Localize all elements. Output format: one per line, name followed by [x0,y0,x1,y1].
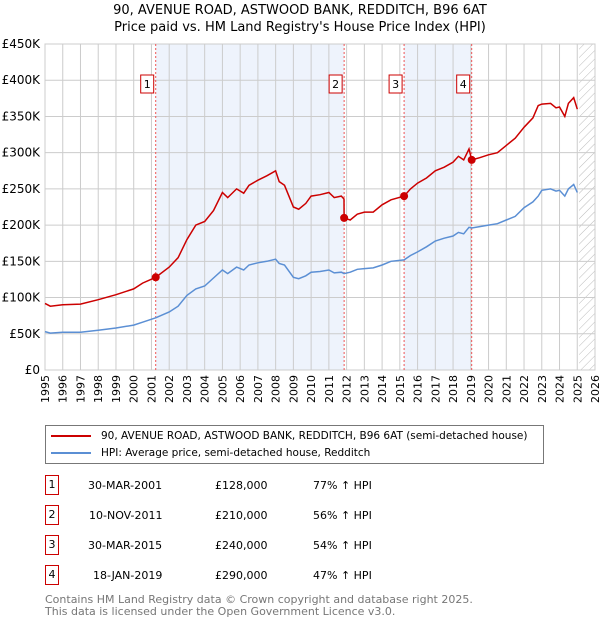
y-tick-label: £0 [25,363,40,377]
footer-copyright: Contains HM Land Registry data © Crown c… [45,593,473,606]
x-tick-label: 2018 [447,375,460,403]
x-tick-label: 2017 [429,375,442,403]
sale-marker: 3 [45,535,59,555]
x-tick-label: 2006 [234,375,247,403]
x-tick-label: 2022 [518,375,531,403]
legend-label-hpi: HPI: Average price, semi-detached house,… [101,447,371,459]
x-tick-label: 2026 [589,375,600,403]
footer: Contains HM Land Registry data © Crown c… [45,594,473,618]
sale-label: 1 [144,78,151,91]
y-tick-label: £400K [2,73,42,87]
sale-hpi: 77% ↑ HPI [313,479,372,492]
x-tick-label: 2002 [163,375,176,403]
x-tick-label: 2011 [323,375,336,403]
sale-marker: 2 [45,505,59,525]
x-tick-label: 2010 [305,375,318,403]
legend-item-price: 90, AVENUE ROAD, ASTWOOD BANK, REDDITCH,… [51,428,527,444]
y-tick-label: £100K [2,291,42,305]
sale-label-box [140,74,155,94]
x-tick-label: 2005 [216,375,229,403]
sale-point [340,213,349,222]
x-tick-label: 1995 [39,375,52,403]
x-tick-label: 2003 [181,375,194,403]
shaded-period [404,44,472,370]
y-tick-label: £250K [2,182,42,196]
sale-row: 1 30-MAR-2001 £128,000 77% ↑ HPI [45,475,545,495]
sale-date: 30-MAR-2001 [88,479,163,492]
plot-border [44,43,596,371]
y-tick-label: £150K [2,254,42,268]
x-tick-label: 2021 [500,375,513,403]
x-tick-label: 2016 [412,375,425,403]
chart-subtitle: Price paid vs. HM Land Registry's House … [114,20,486,35]
sale-price: £210,000 [215,509,268,522]
x-tick-label: 2019 [465,375,478,403]
sale-point [151,273,160,282]
sale-marker: 1 [45,475,59,495]
sale-point [400,192,409,201]
y-tick-label: £350K [2,109,42,123]
x-tick-label: 1998 [92,375,105,403]
x-tick-label: 2015 [394,375,407,403]
sale-hpi: 47% ↑ HPI [313,569,372,582]
sale-row: 3 30-MAR-2015 £240,000 54% ↑ HPI [45,535,545,555]
x-tick-label: 1996 [57,375,70,403]
sale-date: 18-JAN-2019 [93,569,163,582]
legend-swatch-price [51,435,91,437]
legend-label-price: 90, AVENUE ROAD, ASTWOOD BANK, REDDITCH,… [101,430,528,442]
sale-row: 4 18-JAN-2019 £290,000 47% ↑ HPI [45,565,545,585]
y-tick-label: £50K [9,327,41,341]
sale-row: 2 10-NOV-2011 £210,000 56% ↑ HPI [45,505,545,525]
x-tick-label: 2004 [199,375,212,403]
sale-hpi: 56% ↑ HPI [313,509,372,522]
sale-price: £128,000 [215,479,268,492]
sale-hpi: 54% ↑ HPI [313,539,372,552]
x-tick-label: 2007 [252,375,265,403]
sale-label-box [328,74,343,94]
chart-title: 90, AVENUE ROAD, ASTWOOD BANK, REDDITCH,… [113,3,487,18]
sale-label: 3 [392,78,399,91]
sale-marker: 4 [45,565,59,585]
sale-label-box [388,74,403,94]
x-tick-label: 2020 [483,375,496,403]
sale-price: £290,000 [215,569,268,582]
x-tick-label: 2024 [554,375,567,403]
x-tick-label: 2014 [376,375,389,403]
forecast-hatch [579,44,595,370]
y-tick-label: £450K [2,37,42,51]
x-tick-label: 2000 [128,375,141,403]
y-tick-label: £200K [2,218,42,232]
x-tick-label: 2023 [536,375,549,403]
x-tick-label: 2001 [145,375,158,403]
x-tick-label: 1999 [110,375,123,403]
footer-licence: This data is licensed under the Open Gov… [45,605,396,618]
series-line-price [44,96,579,307]
y-tick-label: £300K [2,146,42,160]
sale-point [467,155,476,164]
x-tick-label: 1997 [74,375,87,403]
sale-date: 30-MAR-2015 [88,539,163,552]
sale-date: 10-NOV-2011 [89,509,163,522]
legend-item-hpi: HPI: Average price, semi-detached house,… [51,445,370,461]
x-tick-label: 2009 [287,375,300,403]
x-tick-label: 2008 [270,375,283,403]
sale-label-box [456,74,471,94]
series-line-hpi [44,183,578,334]
sale-price: £240,000 [215,539,268,552]
price-chart: 1995 1996 1997 1998 1999 2000 2001 2002 2003 2004… [2,37,600,403]
x-tick-label: 2025 [571,375,584,403]
sale-label: 2 [332,78,339,91]
legend-swatch-hpi [51,452,91,454]
shaded-period [155,44,345,370]
x-tick-label: 2012 [341,375,354,403]
sale-label: 4 [460,78,467,91]
legend: 90, AVENUE ROAD, ASTWOOD BANK, REDDITCH,… [45,425,544,464]
x-tick-label: 2013 [358,375,371,403]
